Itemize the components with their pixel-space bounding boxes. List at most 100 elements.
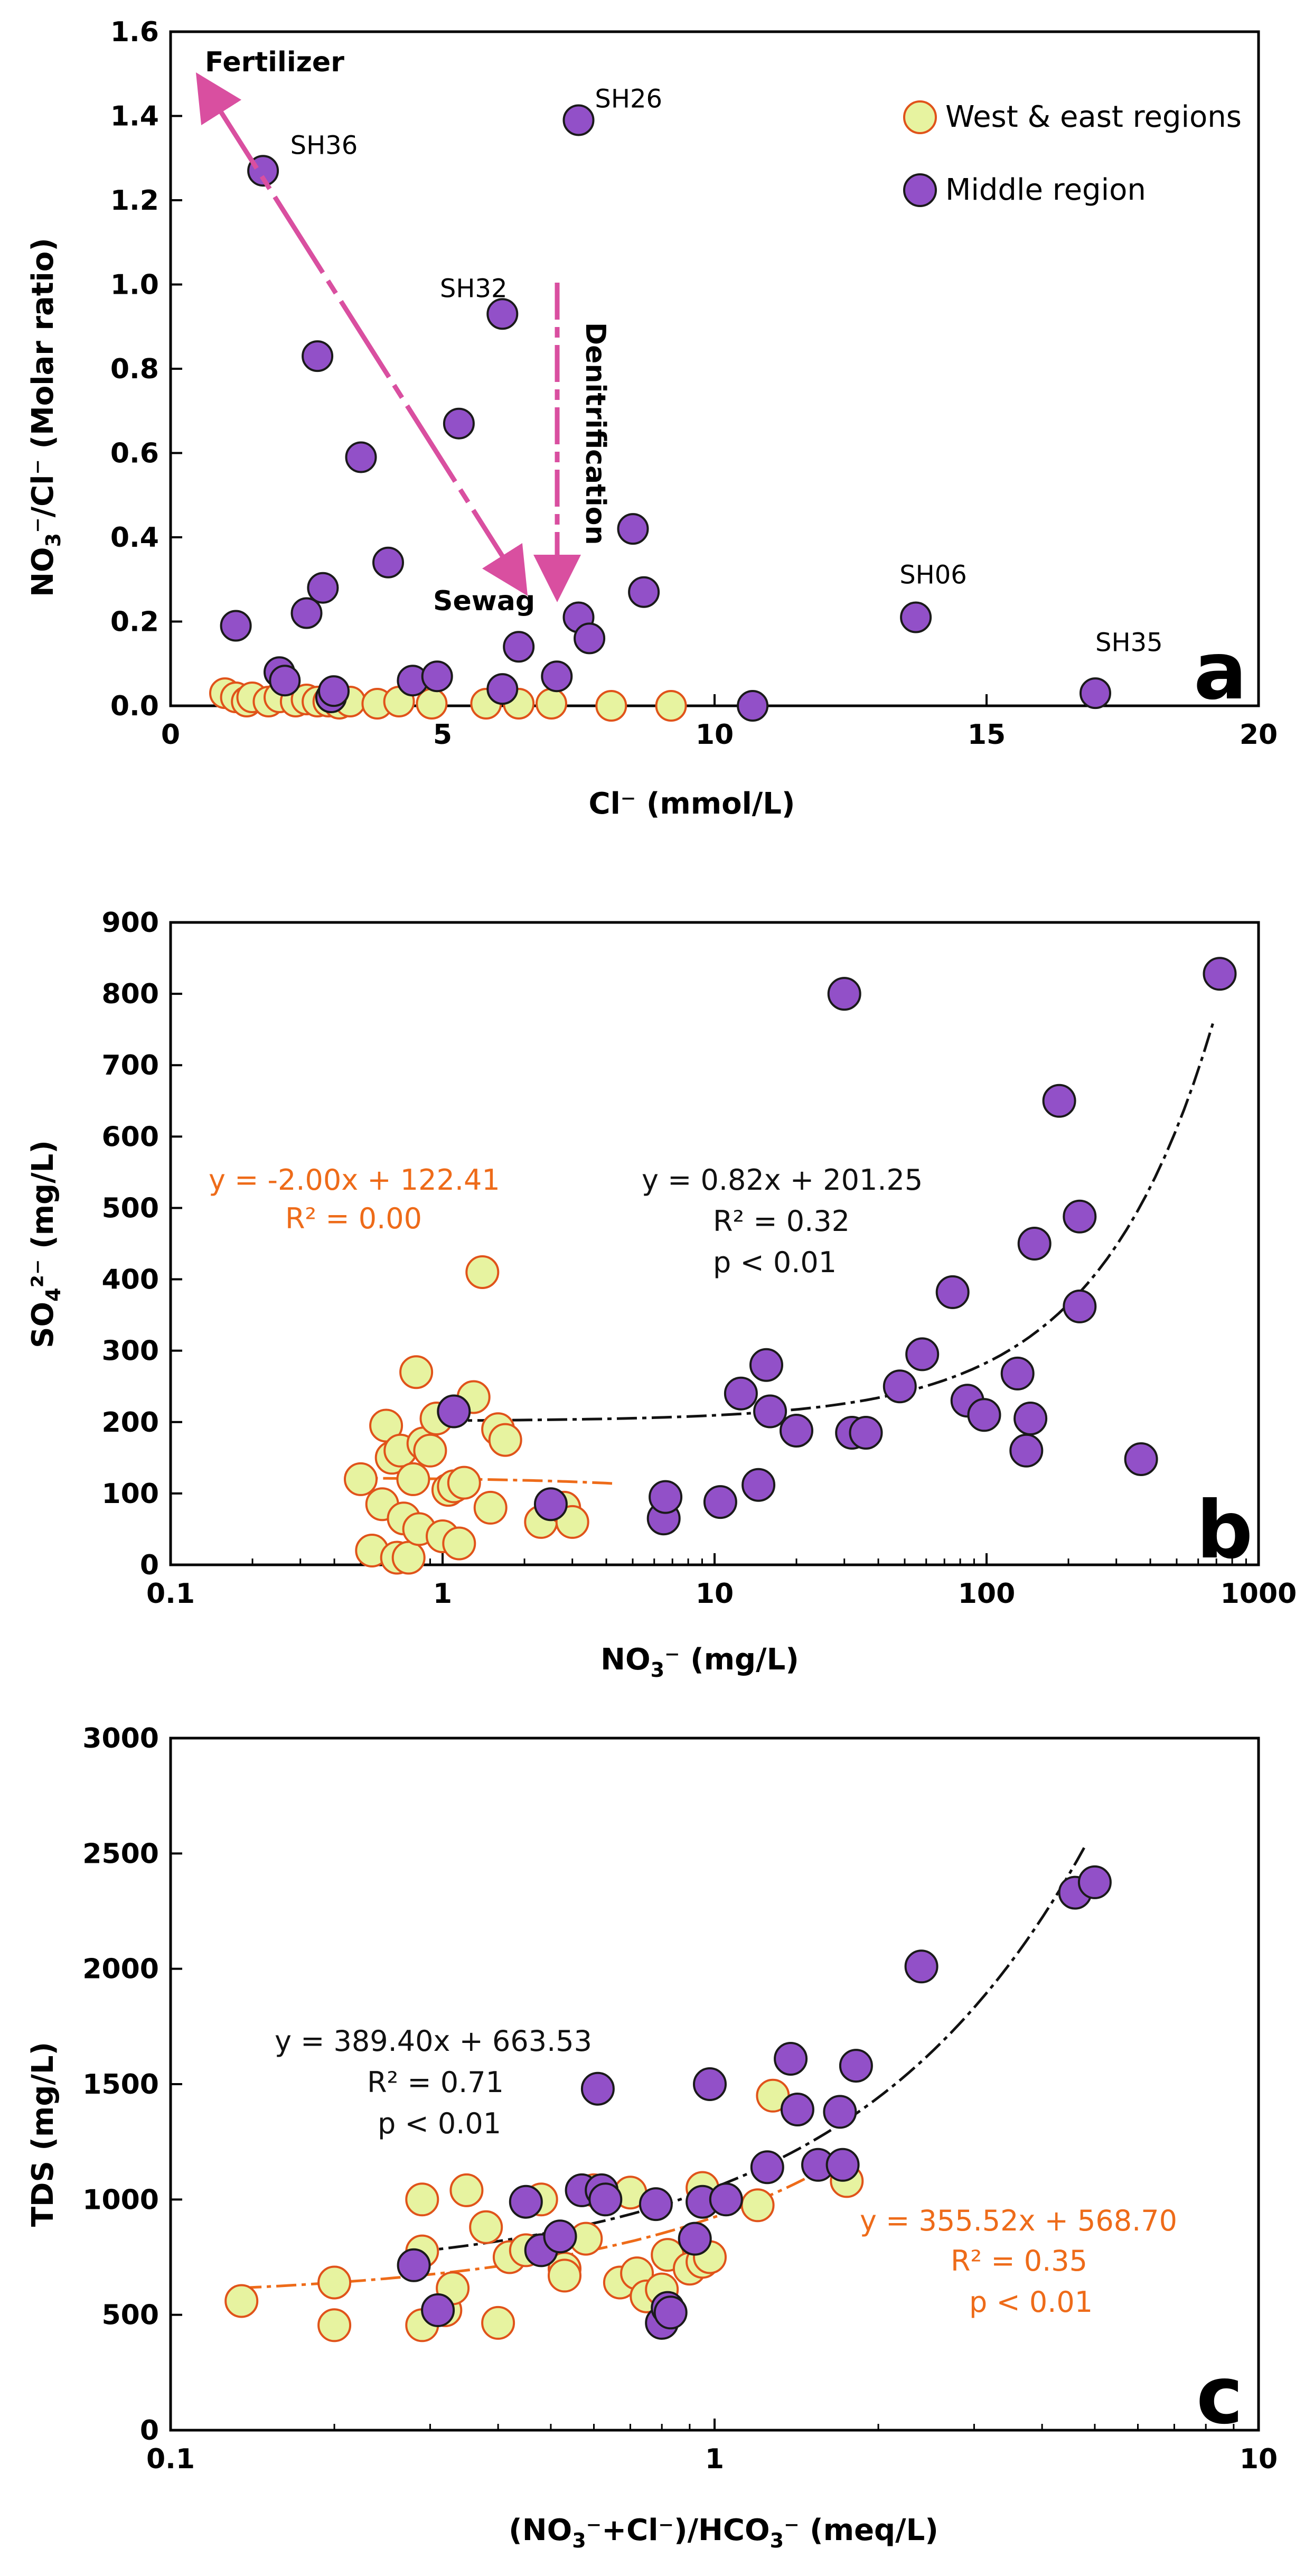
west-east-point <box>369 1408 403 1443</box>
middle-point <box>649 1480 683 1514</box>
middle-point <box>588 2182 623 2217</box>
panel-c: 0.1 1 10 0 500 1000 1500 2000 2500 3000 y = 389.4… <box>26 1723 1278 2552</box>
y-tick-label: 600 <box>101 1121 159 1153</box>
middle-point <box>533 1487 568 1522</box>
west-east-point <box>488 1423 522 1457</box>
west-east-point <box>413 1433 447 1468</box>
fertilizer-sewage-arrow <box>195 72 528 596</box>
fit-black-p: p < 0.01 <box>713 1246 837 1279</box>
y-tick-label: 0.2 <box>110 606 159 638</box>
x-tick-label: 1 <box>433 1578 452 1610</box>
panel-b-ylabel: SO4²⁻ (mg/L) <box>26 1140 65 1348</box>
middle-point <box>749 1348 783 1382</box>
panel-a-ylabel-sub: 3 <box>42 533 65 547</box>
middle-point <box>709 2182 743 2217</box>
middle-point <box>1000 1356 1035 1390</box>
west-east-point <box>344 1462 378 1496</box>
y-tick-label: 3000 <box>82 1723 159 1754</box>
middle-point <box>967 1398 1001 1432</box>
middle-point <box>883 1369 917 1404</box>
plot-frame <box>169 921 1260 1566</box>
middle-point <box>825 2148 860 2182</box>
legend-west-marker <box>903 100 937 134</box>
x-tick-label: 0 <box>161 719 180 751</box>
y-tick-label: 400 <box>101 1264 159 1296</box>
panel-a-xlabel: Cl⁻ (mmol/L) <box>588 787 795 821</box>
middle-point <box>372 546 404 578</box>
middle-point <box>307 572 339 604</box>
middle-point <box>742 1468 776 1502</box>
middle-point <box>541 660 573 693</box>
middle-point <box>839 2049 873 2083</box>
middle-point <box>443 407 475 440</box>
middle-point <box>1009 1433 1044 1468</box>
middle-point <box>780 1414 813 1448</box>
west-east-point <box>399 1355 434 1389</box>
x-tick-label: 10 <box>696 719 734 751</box>
west-east-point <box>224 2284 259 2318</box>
y-tick-label: 1500 <box>82 2069 159 2101</box>
fit-line <box>442 1022 1215 1422</box>
x-tick-label: 0.1 <box>146 1578 195 1610</box>
middle-point <box>580 2071 615 2106</box>
west-east-point <box>317 2308 352 2342</box>
middle-point <box>543 2219 577 2254</box>
panel-a-axes: 0 5 10 15 20 0.0 0.2 0.4 0.6 0.8 1.0 1.2 1.4 1.6 <box>110 16 1278 751</box>
middle-point <box>562 104 595 136</box>
x-tick-label: 5 <box>433 719 452 751</box>
x-tick-label: 20 <box>1240 719 1278 751</box>
y-tick-label: 1.0 <box>110 269 159 301</box>
fit-black-r2-c: R² = 0.71 <box>367 2066 504 2099</box>
middle-point <box>574 622 606 655</box>
panel-b-axes: 0.1 1 10 100 1000 0 100 200 300 400 500 600 700 800 90… <box>101 907 1297 1610</box>
panel-c-points <box>224 1865 1112 2342</box>
middle-point <box>220 610 252 642</box>
y-tick-label: 200 <box>101 1407 159 1439</box>
west-east-point <box>447 1466 481 1500</box>
middle-point <box>1013 1402 1048 1435</box>
middle-point <box>724 1376 758 1411</box>
middle-point <box>737 690 769 722</box>
west-east-point <box>595 690 627 722</box>
middle-point <box>678 2222 712 2256</box>
middle-point <box>421 2293 455 2327</box>
y-tick-label: 900 <box>101 907 159 939</box>
west-east-point <box>473 1490 508 1525</box>
middle-point <box>1080 677 1111 710</box>
middle-point <box>1042 1084 1076 1118</box>
y-tick-label: 100 <box>101 1478 159 1510</box>
legend-middle-label: Middle region <box>945 173 1146 207</box>
panel-b-ylabel-part: SO <box>26 1302 60 1348</box>
west-east-point <box>396 1462 430 1496</box>
panel-b: 0.1 1 10 100 1000 0 100 200 300 400 500 600 700 800 90… <box>26 907 1297 1682</box>
middle-point <box>486 298 519 330</box>
middle-point <box>318 675 350 707</box>
x-tick-label: 15 <box>968 719 1006 751</box>
middle-point <box>753 1394 787 1429</box>
fertilizer-label: Fertilizer <box>205 46 344 78</box>
middle-point <box>486 673 519 705</box>
middle-point <box>703 1485 737 1519</box>
station-label: SH06 <box>899 561 967 590</box>
fit-black-r2: R² = 0.32 <box>713 1205 850 1238</box>
fit-black-p-c: p < 0.01 <box>378 2107 501 2140</box>
west-east-point <box>391 1541 426 1575</box>
panel-c-xlabel-sub: 3 <box>770 2529 784 2552</box>
y-tick-label: 0.8 <box>110 353 159 385</box>
panel-b-xlabel-sub: 3 <box>651 1658 664 1682</box>
fit-orange-equation-c: y = 355.52x + 568.70 <box>860 2204 1177 2237</box>
west-east-point <box>655 690 687 722</box>
panel-c-xlabel-part: ⁻ (meq/L) <box>784 2513 938 2547</box>
panel-b-label: b <box>1196 1485 1253 1576</box>
fit-orange-r2-c: R² = 0.35 <box>951 2244 1087 2278</box>
middle-point <box>639 2187 673 2222</box>
middle-point <box>509 2185 543 2219</box>
panel-c-label: c <box>1196 2350 1243 2442</box>
y-tick-label: 800 <box>101 978 159 1010</box>
west-east-point <box>548 2258 581 2293</box>
middle-point <box>935 1275 970 1309</box>
x-tick-label: 0.1 <box>146 2443 195 2475</box>
west-east-point <box>405 2182 439 2217</box>
fit-black-equation-c: y = 389.40x + 663.53 <box>275 2024 592 2058</box>
